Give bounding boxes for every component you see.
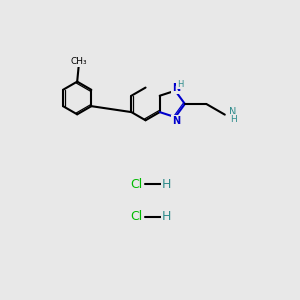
Text: Cl: Cl — [130, 210, 143, 224]
Text: N: N — [230, 107, 237, 117]
Text: H: H — [177, 80, 183, 89]
Text: H: H — [162, 210, 171, 224]
Text: N: N — [172, 116, 180, 126]
Text: Cl: Cl — [130, 178, 143, 191]
Text: H: H — [230, 115, 236, 124]
Text: N: N — [172, 83, 180, 93]
Text: H: H — [162, 178, 171, 191]
Text: CH₃: CH₃ — [70, 57, 87, 66]
